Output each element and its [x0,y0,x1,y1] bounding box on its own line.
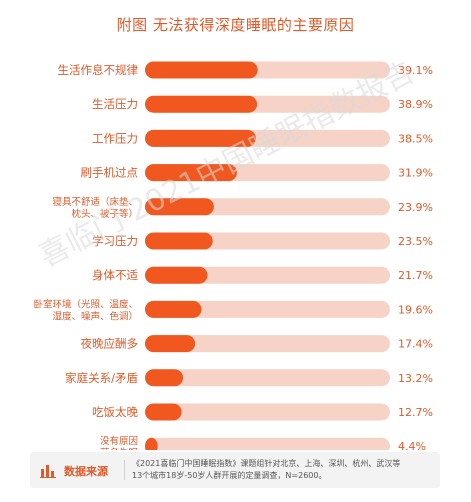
bar-chart-icon [40,465,56,478]
chart-title: 附图 无法获得深度睡眠的主要原因 [116,16,355,34]
category-label: 生活作息不规律 [58,63,139,77]
bar [145,95,258,113]
bar-track [145,300,390,318]
category-label: 工作压力 [92,131,138,145]
bar-track [145,403,390,421]
value-label: 21.7% [398,269,433,282]
source-divider [124,460,125,480]
source-text: 《2021喜临门中国睡眠指数》课题组针对北京、上海、深圳、杭州、武汉等 13个城… [132,459,401,480]
category-label: 卧室环境（光照、温度、湿度、噪声、色调） [33,298,138,322]
bar [145,61,258,79]
bar-track [145,369,390,387]
category-label: 吃饭太晚 [92,405,138,419]
value-label: 4.4% [398,440,426,450]
bar [145,198,214,216]
category-label: 没有原因莫名失眠 [100,435,139,450]
bar [145,129,256,147]
value-label: 23.5% [398,235,433,248]
category-label: 家庭关系/矛盾 [65,371,138,385]
value-label: 38.5% [398,132,433,145]
category-label: 刷手机过点 [81,166,139,180]
category-label: 寝具不舒适（床垫、枕头、被子等） [52,196,138,220]
bar [145,335,196,353]
bar [145,164,237,182]
bar [145,232,213,250]
bar [145,369,184,387]
source-label: 数据来源 [64,465,108,478]
category-label: 身体不适 [92,268,138,282]
value-label: 31.9% [398,167,433,180]
value-label: 19.6% [398,303,433,316]
category-label: 夜晚应酬多 [81,337,139,351]
bar-track [145,335,390,353]
value-label: 12.7% [398,406,433,419]
bar [145,266,208,284]
bar-chart: 生活作息不规律 39.1% 生活压力 38.9% 工作压力 38.5% 刷手机过点 31.9%… [33,61,433,450]
value-label: 17.4% [398,338,433,351]
source-note: 数据来源 《2021喜临门中国睡眠指数》课题组针对北京、上海、深圳、杭州、武汉等… [30,452,440,488]
category-label: 学习压力 [92,234,138,248]
category-label: 生活压力 [92,97,138,111]
bar [145,403,182,421]
value-label: 13.2% [398,372,433,385]
value-label: 23.9% [398,201,433,214]
value-label: 38.9% [398,98,433,111]
bar [145,300,202,318]
bar-track [145,437,390,450]
bar [145,437,158,450]
value-label: 39.1% [398,64,433,77]
